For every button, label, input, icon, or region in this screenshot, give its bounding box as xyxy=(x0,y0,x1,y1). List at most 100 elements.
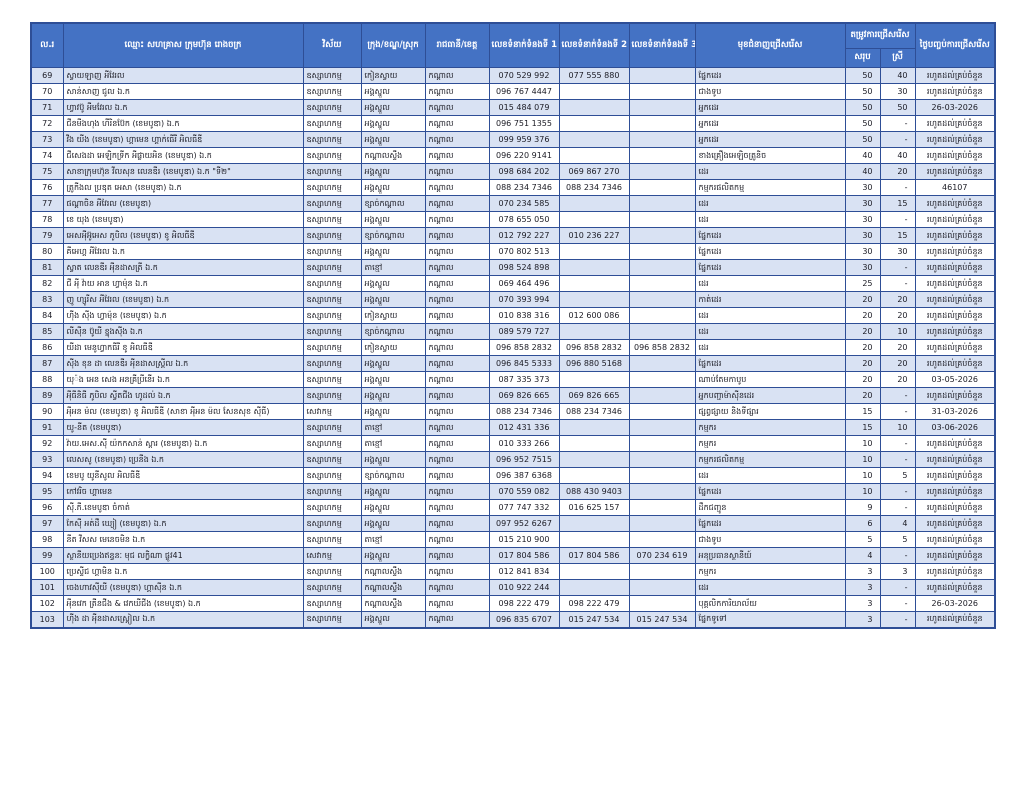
cell-end-date: 46107 xyxy=(914,179,996,196)
cell-end-date: រហូតដល់គ្រប់ចំនួន xyxy=(914,211,996,228)
cell-name: នីត វីសស មេនេចមិន ឯ.ក xyxy=(62,531,304,548)
cell-phone2 xyxy=(558,451,630,468)
cell-specialty: ផ្នែកដេរ xyxy=(694,483,846,500)
cell-specialty: ដេរ xyxy=(694,275,846,292)
cell-sector: ឧស្សាហកម្ម xyxy=(302,467,362,484)
cell-end-date: រហូតដល់គ្រប់ចំនួន xyxy=(914,147,996,164)
cell-sector: ឧស្សាហកម្ម xyxy=(302,259,362,276)
cell-phone2: 088 234 7346 xyxy=(558,403,630,420)
cell-total: 20 xyxy=(844,355,881,372)
table-row: 99 ស្ថានីយប្រេងឥន្ធនៈ មុជ លក្ខិណា ផ្លូវ41… xyxy=(30,547,996,564)
cell-phone1: 088 234 7346 xyxy=(488,179,560,196)
cell-district: អង្គស្នួល xyxy=(360,483,426,500)
cell-phone1: 070 234 585 xyxy=(488,195,560,212)
cell-phone2: 012 600 086 xyxy=(558,307,630,324)
cell-female: 20 xyxy=(879,163,916,180)
cell-female: 15 xyxy=(879,227,916,244)
cell-sector: ឧស្សាហកម្ម xyxy=(302,563,362,580)
table-row: 94 ខេមបូ យូនីសូល អិលធីឌី ឧស្សាហកម្ម ខ្សាច់ក… xyxy=(30,467,996,484)
cell-phone3 xyxy=(628,451,696,468)
table-row: 87 សុីង ខុន ដា លេនឌីរ អុីនដាសស្រ្តីល ឯ.កឧ… xyxy=(30,355,996,372)
cell-sector: ឧស្សាហកម្ម xyxy=(302,483,362,500)
cell-no: 88 xyxy=(30,371,64,388)
cell-total: 3 xyxy=(844,595,881,612)
cell-no: 79 xyxy=(30,227,64,244)
cell-sector: ឧស្សាហកម្ម xyxy=(302,339,362,356)
cell-name: យុ៉ង អេន សេង អនគ្រីប្រីនើរ ឯ.ក xyxy=(62,371,304,388)
cell-female: 40 xyxy=(879,67,916,84)
cell-phone2: 015 247 534 xyxy=(558,611,630,628)
cell-phone1: 098 524 898 xyxy=(488,259,560,276)
cell-sector: ឧស្សាហកម្ម xyxy=(302,515,362,532)
cell-sector: ឧស្សាហកម្ម xyxy=(302,131,362,148)
cell-phone2 xyxy=(558,275,630,292)
cell-phone1: 010 333 266 xyxy=(488,435,560,452)
cell-name: ត្រូកីងល ប្រឌុត អេសា (ខេមបូឌា) ឯ.ក xyxy=(62,179,304,196)
cell-specialty: កម្មករ xyxy=(694,563,846,580)
cell-female: 20 xyxy=(879,307,916,324)
cell-phone1: 098 684 202 xyxy=(488,163,560,180)
cell-phone1: 096 858 2832 xyxy=(488,339,560,356)
cell-phone2 xyxy=(558,467,630,484)
cell-phone1: 015 484 079 xyxy=(488,99,560,116)
cell-total: 30 xyxy=(844,179,881,196)
cell-district: អង្គស្នួល xyxy=(360,163,426,180)
cell-female: - xyxy=(879,579,916,596)
cell-phone1: 012 841 834 xyxy=(488,563,560,580)
cell-name: សាខាក្រុមហ៊ុន វីលសុន លេនឌីរ (ខេមបូឌា) ឯ.… xyxy=(62,163,304,180)
cell-district: តាខ្មៅ xyxy=(360,259,426,276)
cell-phone3: 070 234 619 xyxy=(628,547,696,564)
cell-phone1: 069 464 496 xyxy=(488,275,560,292)
cell-sector: ឧស្សាហកម្ម xyxy=(302,211,362,228)
cell-female: - xyxy=(879,547,916,564)
table-row: 70 សាន់សាញ ជូល ឯ.ក ឧស្សាហកម្ម អង្គស្នួល កណ្ត… xyxy=(30,83,996,100)
cell-specialty: កម្មករ xyxy=(694,419,846,436)
cell-total: 20 xyxy=(844,339,881,356)
cell-name: ហុីង ដា អុីនដាសស្រ្តៀល ឯ.ក xyxy=(62,611,304,628)
cell-province: កណ្តាល xyxy=(424,419,490,436)
cell-phone2: 088 234 7346 xyxy=(558,179,630,196)
cell-sector: ឧស្សាហកម្ម xyxy=(302,227,362,244)
cell-phone3 xyxy=(628,131,696,148)
cell-total: 10 xyxy=(844,435,881,452)
cell-phone1: 010 922 244 xyxy=(488,579,560,596)
cell-total: 50 xyxy=(844,131,881,148)
cell-female: - xyxy=(879,611,916,628)
cell-province: កណ្តាល xyxy=(424,67,490,84)
cell-female: 30 xyxy=(879,83,916,100)
cell-female: - xyxy=(879,435,916,452)
cell-no: 74 xyxy=(30,147,64,164)
cell-province: កណ្តាល xyxy=(424,563,490,580)
cell-sector: ឧស្សាហកម្ម xyxy=(302,355,362,372)
cell-phone1: 070 802 513 xyxy=(488,243,560,260)
cell-phone3: 015 247 534 xyxy=(628,611,696,628)
cell-phone1: 096 220 9141 xyxy=(488,147,560,164)
table-row: 96 សុី.ភី.ខេមបូឌា ចំកាត់ ឧស្សាហកម្ម អង្គស្ន… xyxy=(30,499,996,516)
cell-specialty: ដេរ xyxy=(694,323,846,340)
cell-name: ញូ ហ្សូរីស អីវែរល (ខេមបូឌា) ឯ.ក xyxy=(62,291,304,308)
cell-phone1: 096 845 5333 xyxy=(488,355,560,372)
cell-total: 20 xyxy=(844,307,881,324)
cell-total: 50 xyxy=(844,83,881,100)
cell-no: 89 xyxy=(30,387,64,404)
cell-specialty: ជាងទូប xyxy=(694,83,846,100)
cell-total: 40 xyxy=(844,163,881,180)
cell-province: កណ្តាល xyxy=(424,547,490,564)
cell-sector: ឧស្សាហកម្ម xyxy=(302,595,362,612)
cell-district: កណ្តាលស្ទឹង xyxy=(360,147,426,164)
cell-sector: ឧស្សាហកម្ម xyxy=(302,611,362,628)
cell-specialty: ដេរ xyxy=(694,195,846,212)
cell-female: - xyxy=(879,211,916,228)
cell-female: 20 xyxy=(879,371,916,388)
cell-end-date: រហូតដល់គ្រប់ចំនួន xyxy=(914,579,996,596)
cell-sector: ឧស្សាហកម្ម xyxy=(302,243,362,260)
cell-province: កណ្តាល xyxy=(424,531,490,548)
cell-phone1: 096 835 6707 xyxy=(488,611,560,628)
cell-phone1: 096 751 1355 xyxy=(488,115,560,132)
cell-district: អង្គស្នួល xyxy=(360,179,426,196)
cell-female: 3 xyxy=(879,563,916,580)
cell-district: អង្គស្នួល xyxy=(360,275,426,292)
cell-female: 20 xyxy=(879,291,916,308)
cell-phone2: 088 430 9403 xyxy=(558,483,630,500)
